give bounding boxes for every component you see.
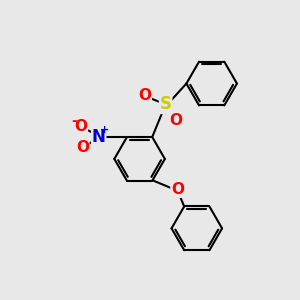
Text: O: O xyxy=(76,140,89,155)
Text: N: N xyxy=(92,128,106,146)
Text: +: + xyxy=(100,125,109,136)
Text: O: O xyxy=(138,88,151,103)
Text: O: O xyxy=(74,119,87,134)
Text: S: S xyxy=(160,95,172,113)
Text: -: - xyxy=(71,114,77,128)
Text: O: O xyxy=(169,113,182,128)
Text: O: O xyxy=(171,182,184,197)
